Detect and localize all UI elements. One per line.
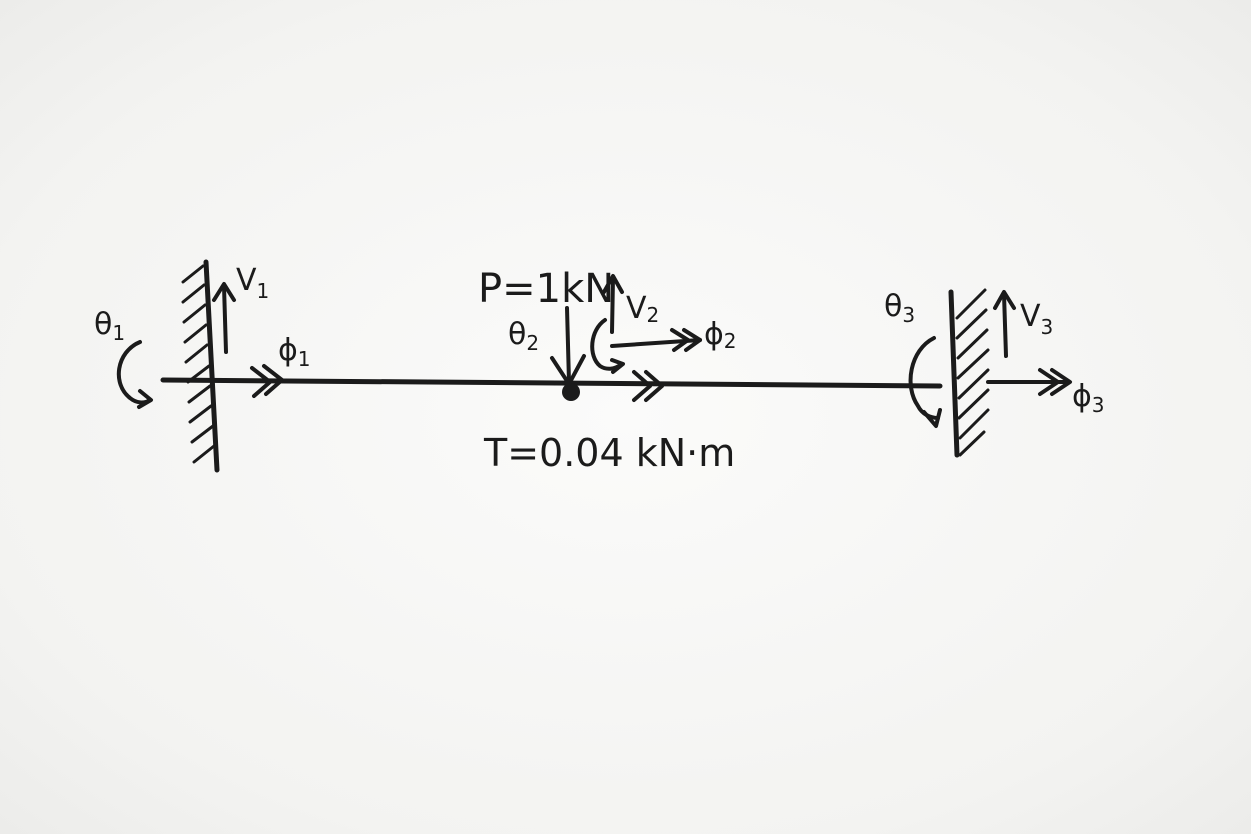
node2-v-label: V2 [626, 291, 659, 327]
mid-node-dot [562, 383, 580, 401]
node1-v-label: V1 [236, 263, 269, 303]
node1-theta-label: θ1 [94, 307, 125, 345]
left-wall-support [181, 259, 220, 473]
node1-phi-label: ϕ1 [278, 333, 311, 371]
node3-moment-arrow [908, 336, 942, 428]
node3-theta-label: θ3 [884, 289, 915, 327]
node1-moment-arrow [116, 340, 153, 409]
load-p-label: P=1kN [478, 266, 614, 312]
node3-phi-label: ϕ3 [1072, 379, 1105, 417]
node3-v-label: V3 [1020, 299, 1053, 339]
torque-t-arrow [632, 370, 664, 402]
beam-line [160, 377, 943, 389]
node2-moment-arrow [590, 318, 625, 374]
node1-torsion-arrow [250, 364, 284, 398]
node2-theta-label: θ2 [508, 317, 539, 355]
left-wall-line [203, 259, 220, 473]
node3-torsion-arrow [986, 368, 1072, 396]
node1-shear-arrow [212, 282, 236, 354]
node2-torsion-arrow [610, 328, 702, 352]
right-wall-support [948, 288, 990, 458]
right-wall-hatching [955, 288, 990, 457]
node2-phi-label: ϕ2 [704, 317, 737, 353]
node2-shear-arrow [602, 274, 624, 334]
load-p-arrow [550, 306, 586, 386]
node3-shear-arrow [993, 290, 1016, 358]
torque-t-label: T=0.04 kN·m [483, 431, 735, 475]
right-wall-line [948, 289, 960, 458]
